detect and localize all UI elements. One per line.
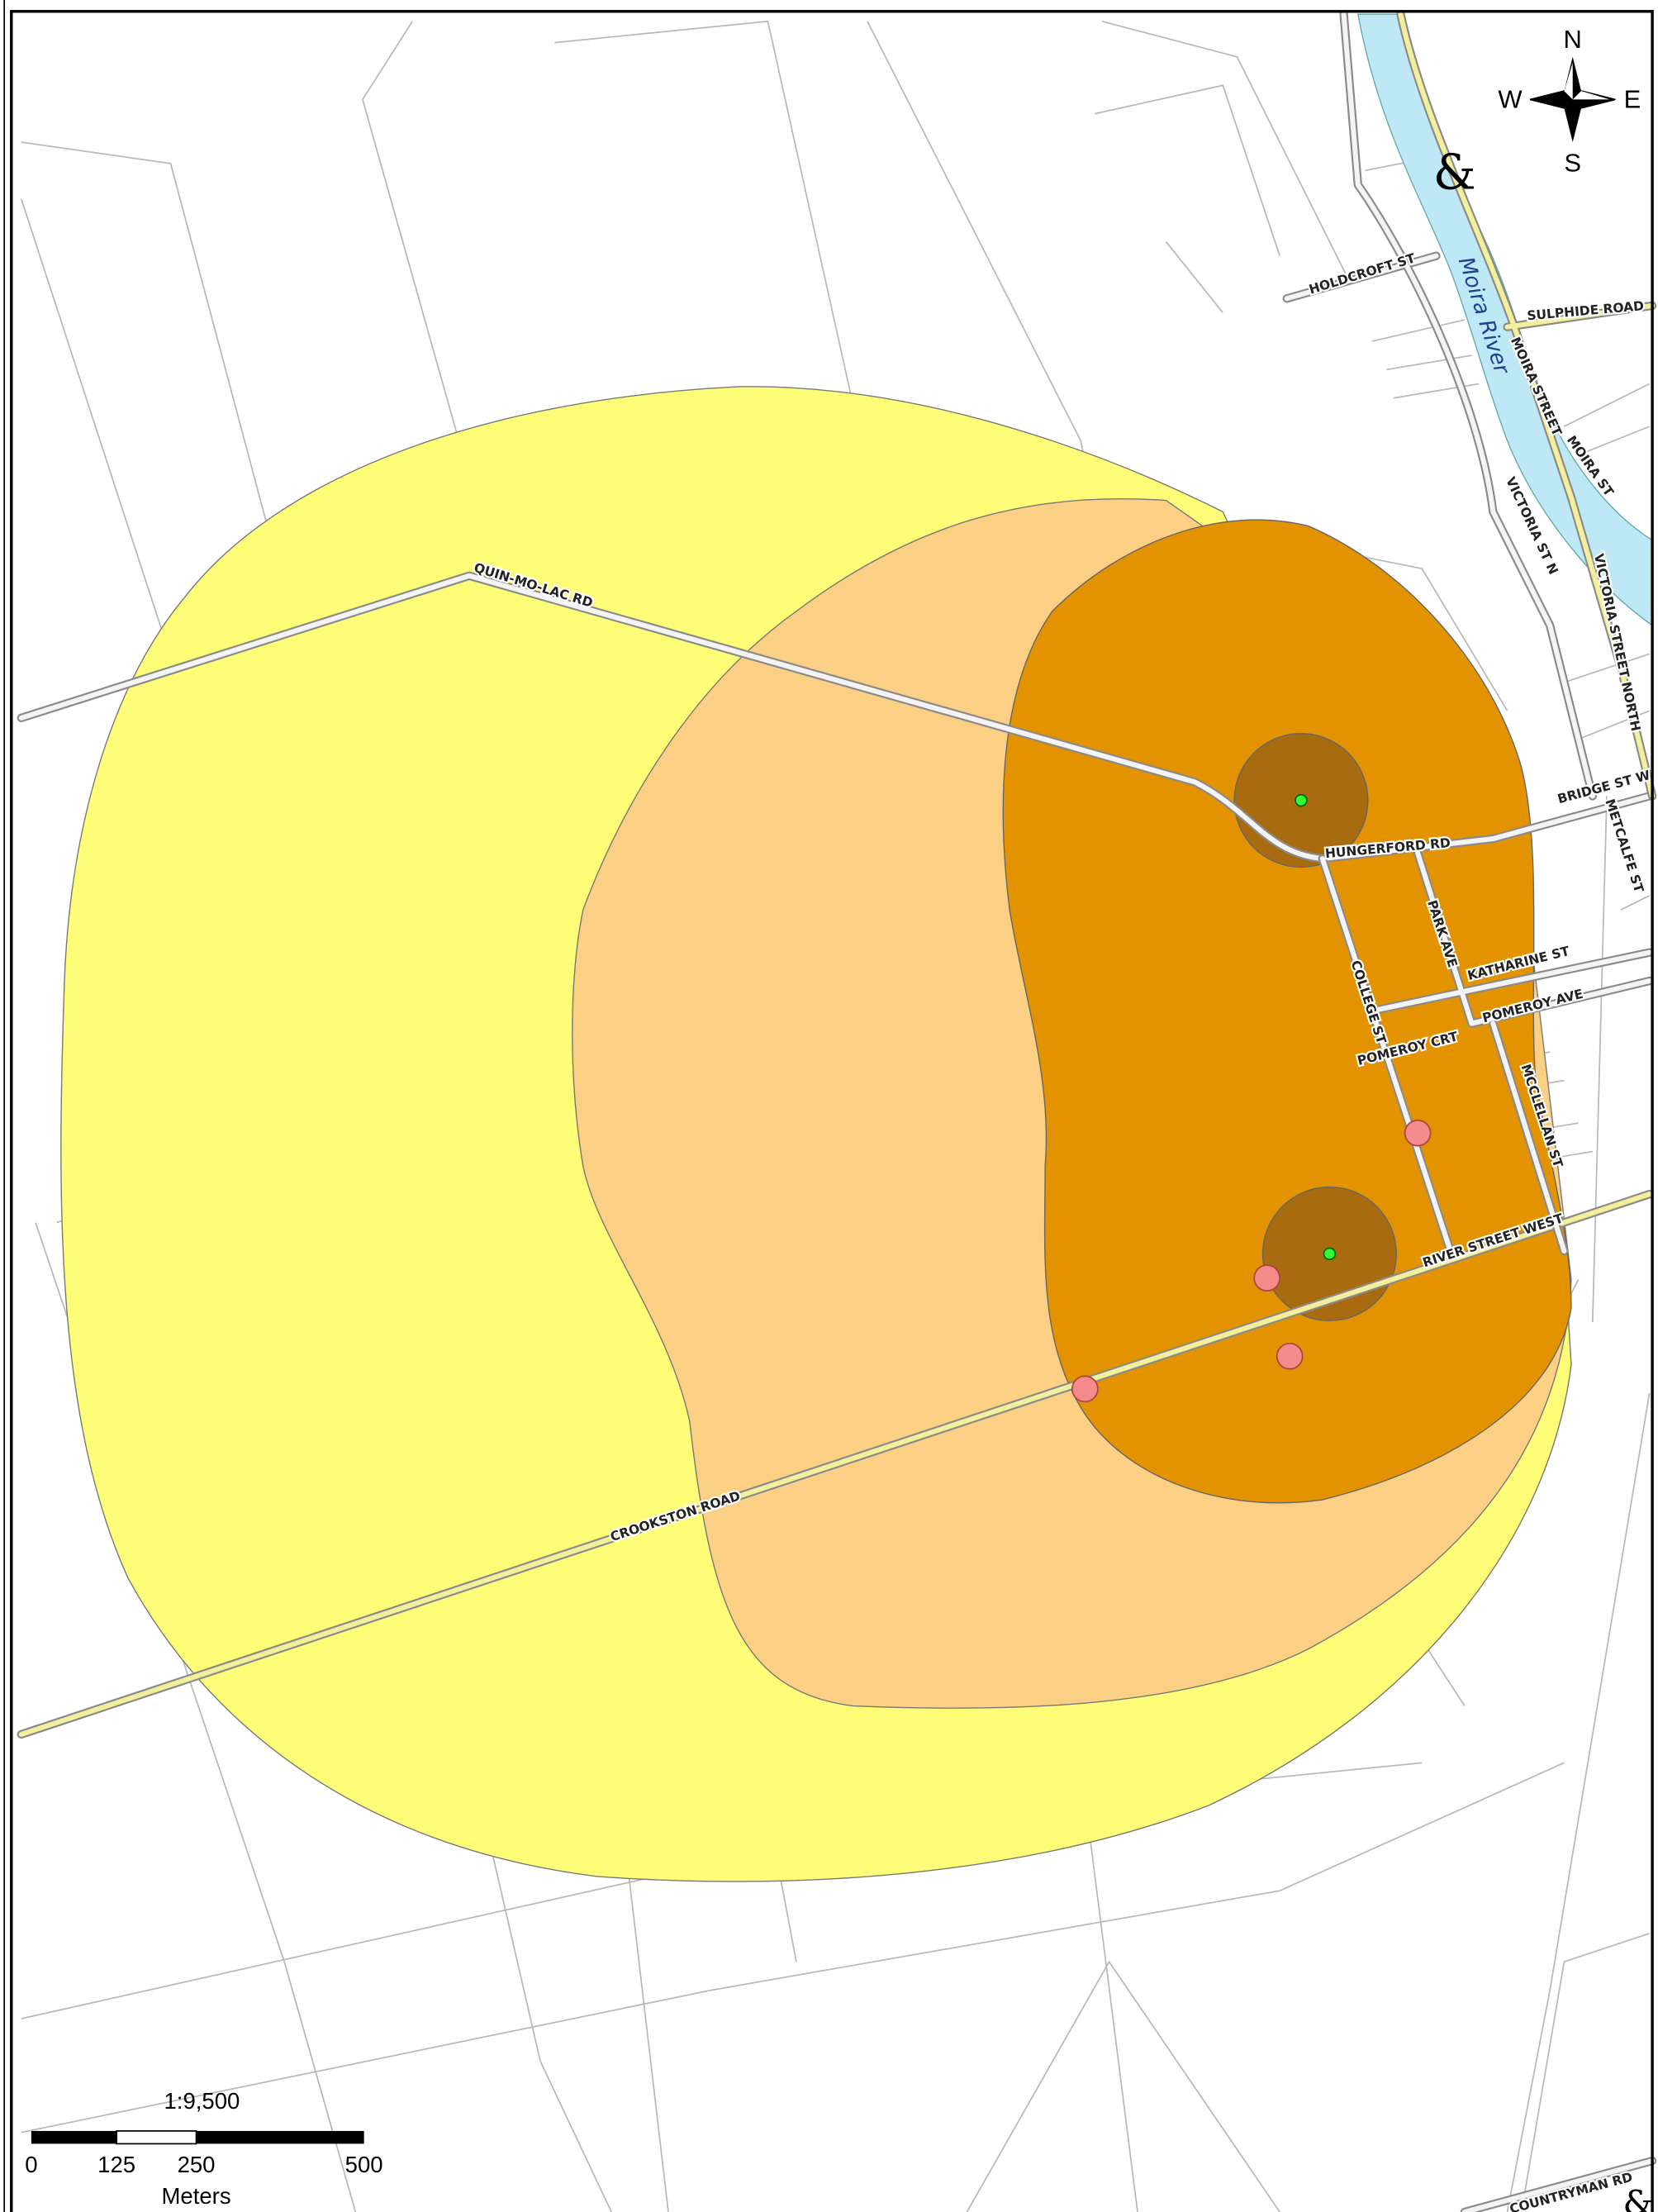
scale-tick: 500 bbox=[345, 2152, 383, 2177]
roads bbox=[17, 10, 1657, 2212]
map-symbol: & bbox=[1433, 144, 1476, 200]
north-arrow: N E S W bbox=[1498, 25, 1641, 178]
point-marker bbox=[1071, 1375, 1099, 1403]
compass-s: S bbox=[1564, 149, 1581, 178]
scale-unit: Meters bbox=[161, 2183, 230, 2209]
point-marker bbox=[1253, 1264, 1281, 1292]
road bbox=[18, 573, 1652, 862]
road bbox=[18, 1192, 1652, 1737]
road bbox=[1284, 253, 1652, 1253]
scale-tick: 250 bbox=[178, 2152, 216, 2177]
point-marker bbox=[1404, 1119, 1432, 1147]
compass-e: E bbox=[1624, 84, 1641, 113]
parcel-line bbox=[1095, 20, 1352, 314]
parcel-line bbox=[1365, 155, 1651, 740]
compass-n: N bbox=[1564, 25, 1582, 54]
map-frame bbox=[10, 10, 1654, 2212]
site-marker bbox=[1323, 1247, 1337, 1261]
road bbox=[1461, 2158, 1656, 2212]
point-marker bbox=[1276, 1342, 1304, 1370]
scale-tick: 125 bbox=[97, 2152, 135, 2177]
scale-segment bbox=[31, 2130, 117, 2144]
scale-tick: 0 bbox=[25, 2152, 37, 2177]
parcel-line bbox=[966, 1932, 1650, 2212]
map-symbol: & bbox=[1623, 2184, 1654, 2212]
compass-w: W bbox=[1498, 84, 1523, 113]
scale-ratio: 1:9,500 bbox=[164, 2088, 240, 2114]
site-marker bbox=[1295, 793, 1308, 807]
scale-bar: 1:9,500 0 125 250 500 Meters bbox=[25, 2088, 382, 2209]
parcel-line bbox=[1591, 796, 1651, 1323]
scale-segment bbox=[116, 2130, 197, 2145]
scale-segment bbox=[196, 2130, 364, 2144]
road bbox=[1341, 12, 1595, 799]
road bbox=[1398, 12, 1656, 799]
